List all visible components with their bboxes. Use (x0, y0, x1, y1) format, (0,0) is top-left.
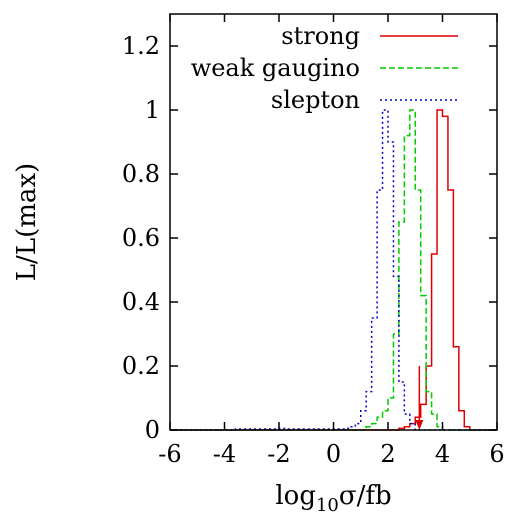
y-tick-label: 0 (145, 416, 160, 444)
y-tick-label: 0.4 (122, 288, 160, 316)
legend: strong weak gaugino slepton (191, 22, 458, 114)
x-tick-label: 4 (435, 440, 450, 468)
x-axis-label: log10σ/fb (275, 481, 391, 516)
series-line-1 (170, 109, 497, 431)
annotation-layer (415, 366, 424, 430)
series-layer (170, 109, 497, 431)
x-axis-label-base: log (275, 481, 316, 511)
x-tick-label: 6 (489, 440, 504, 468)
annotation-arrow-head (415, 420, 424, 430)
y-tick-label: 0.2 (122, 352, 160, 380)
x-tick-label: -2 (267, 440, 290, 468)
series-line-0 (170, 109, 497, 431)
series-line-2 (170, 109, 497, 431)
x-tick-label: -6 (158, 440, 181, 468)
y-axis-label: L/L(max) (12, 163, 42, 281)
x-tick-label: -4 (213, 440, 236, 468)
legend-label-2: slepton (271, 86, 360, 114)
legend-label-0: strong (281, 22, 360, 50)
x-tick-label: 2 (380, 440, 395, 468)
ticks-layer: -6 -4 -2 0 2 4 6 0 0.2 0.4 0.6 0.8 1 1.2 (122, 14, 505, 468)
x-axis-label-sub: 10 (316, 495, 339, 516)
legend-label-1: weak gaugino (191, 54, 360, 82)
y-tick-label: 0.8 (122, 160, 160, 188)
x-tick-label: 0 (326, 440, 341, 468)
y-tick-label: 0.6 (122, 224, 160, 252)
x-axis-label-rest: σ/fb (339, 481, 392, 511)
y-tick-label: 1 (145, 96, 160, 124)
y-tick-label: 1.2 (122, 32, 160, 60)
